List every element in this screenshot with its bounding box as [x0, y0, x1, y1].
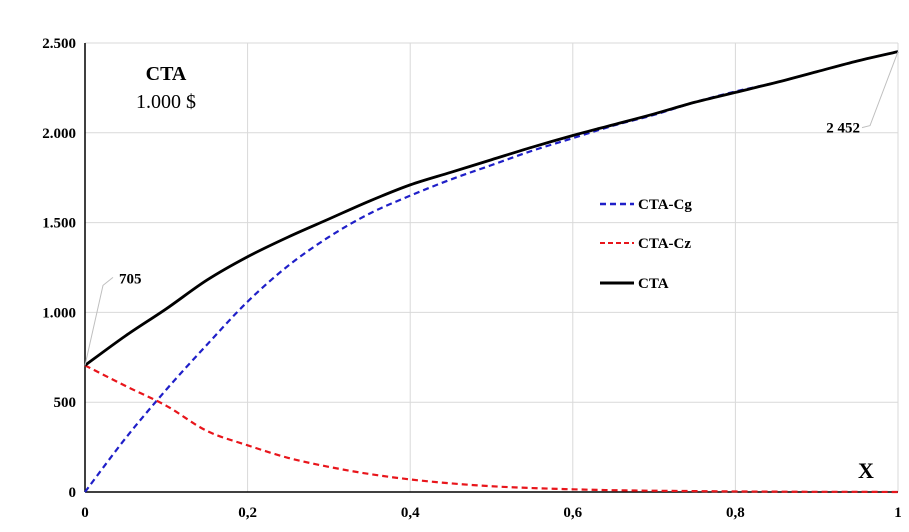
legend: CTA-Cg CTA-Cz CTA — [600, 197, 692, 292]
y-tick-labels: 0 500 1.000 1.500 2.000 2.500 — [42, 36, 76, 501]
x-tick-label: 0 — [81, 505, 89, 521]
legend-label-cta-cz: CTA-Cz — [638, 236, 691, 252]
x-tick-labels: 0 0,2 0,4 0,6 0,8 1 — [81, 505, 902, 521]
x-tick-label: 0,2 — [238, 505, 257, 521]
y-tick-label: 1.500 — [42, 216, 76, 232]
grid-lines — [85, 42, 899, 492]
annotation-label-705: 705 — [119, 271, 142, 287]
y-tick-label: 2.500 — [42, 36, 76, 52]
axes — [84, 43, 898, 493]
annotation-label-2452: 2 452 — [826, 121, 860, 137]
series-lines — [84, 50, 899, 494]
x-tick-label: 0,4 — [401, 505, 420, 521]
chart-subtitle: 1.000 $ — [136, 91, 196, 113]
annotations: 705 2 452 — [84, 51, 899, 366]
chart-title: CTA — [146, 63, 187, 85]
legend-label-cta-cg: CTA-Cg — [638, 197, 692, 213]
y-tick-label: 1.000 — [42, 305, 76, 321]
legend-label-cta: CTA — [638, 276, 669, 292]
annotation-leader-2452 — [861, 51, 899, 129]
y-tick-label: 0 — [69, 485, 77, 501]
y-tick-label: 2.000 — [42, 126, 76, 142]
series-line-cta — [84, 50, 899, 367]
annotation-leader-705 — [84, 276, 114, 366]
series-line-cta-cz — [84, 364, 899, 494]
y-tick-label: 500 — [54, 395, 77, 411]
x-tick-label: 1 — [894, 505, 902, 521]
x-tick-label: 0,6 — [563, 505, 582, 521]
series-line-cta-cg — [84, 50, 899, 493]
x-tick-label: 0,8 — [726, 505, 745, 521]
x-axis-label: X — [858, 458, 874, 483]
